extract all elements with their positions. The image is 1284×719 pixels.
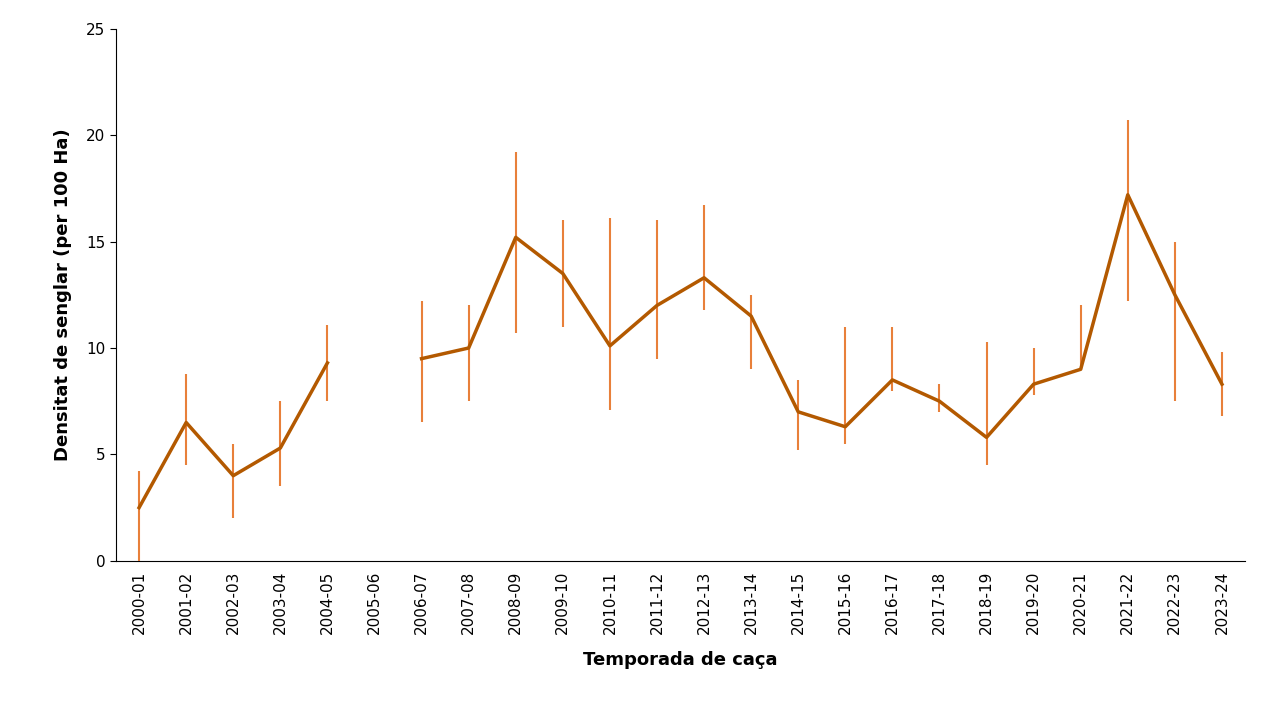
X-axis label: Temporada de caça: Temporada de caça <box>583 651 778 669</box>
Y-axis label: Densitat de senglar (per 100 Ha): Densitat de senglar (per 100 Ha) <box>54 129 72 461</box>
